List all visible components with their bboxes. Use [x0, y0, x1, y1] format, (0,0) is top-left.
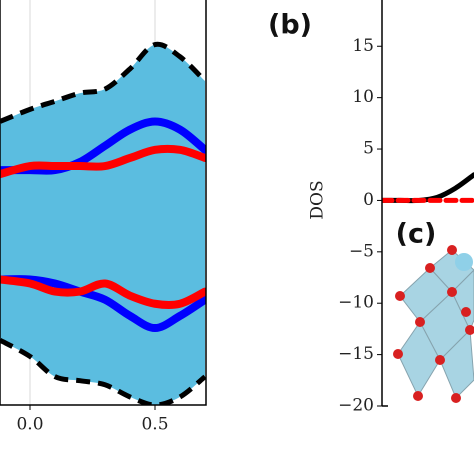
band-edge	[0, 41, 206, 124]
series-line	[0, 144, 206, 179]
axes-frame	[0, 0, 207, 406]
oxygen-atoms	[393, 245, 474, 403]
crystal-inset: (c)	[388, 216, 474, 410]
inset-label: (c)	[396, 219, 437, 250]
metal-atom	[455, 253, 473, 271]
y-tick-label: 5	[363, 139, 374, 159]
series-line	[382, 172, 474, 204]
panel-label: (b)	[268, 10, 312, 41]
y-tick-label: 15	[352, 36, 374, 56]
y-tick-label: 0	[363, 190, 374, 210]
x-tick-label: 0.0	[16, 415, 43, 435]
panel-a	[0, 0, 207, 406]
series-line	[0, 275, 206, 310]
y-tick-label: −10	[338, 293, 374, 313]
band-area	[0, 44, 205, 405]
series-line	[0, 117, 206, 175]
band-edge	[0, 337, 206, 405]
y-tick-label: −15	[338, 344, 374, 364]
y-axis-label: DOS	[308, 180, 328, 219]
x-tick-label: 0.5	[141, 415, 168, 435]
y-tick-label: 10	[352, 87, 374, 107]
y-tick-label: −20	[338, 396, 374, 416]
y-tick-label: −5	[349, 241, 374, 261]
series-line	[0, 275, 206, 333]
